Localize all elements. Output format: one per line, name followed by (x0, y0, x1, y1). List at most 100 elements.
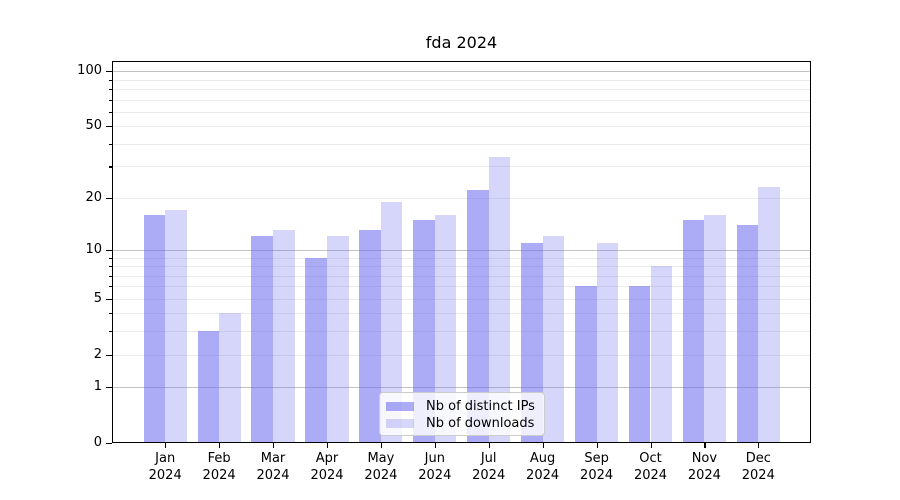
x-tick-mark (219, 443, 221, 448)
gridline-minor (112, 298, 811, 300)
y-tick-mark (106, 249, 112, 251)
legend-item-distinct-ips: Nb of distinct IPs (386, 398, 537, 414)
x-tick-label-dec: Dec 2024 (741, 451, 775, 483)
y-tick-mark-minor (109, 313, 112, 315)
bar-downloads-feb (219, 313, 241, 443)
x-tick-mark (165, 443, 167, 448)
bar-distinct-ips-apr (305, 257, 327, 443)
legend-item-downloads: Nb of downloads (386, 415, 537, 431)
x-tick-mark (542, 443, 544, 448)
y-tick-mark-minor (109, 266, 112, 268)
bar-downloads-nov (704, 214, 726, 443)
bar-downloads-jun (434, 214, 457, 443)
bar-downloads-may (380, 201, 403, 443)
x-tick-mark (596, 443, 598, 448)
bar-downloads-mar (273, 230, 295, 443)
y-tick-mark-minor (109, 79, 112, 81)
bar-downloads-oct (650, 266, 673, 443)
y-tick-mark-minor (109, 286, 112, 288)
gridline-minor (112, 166, 811, 168)
legend-swatch-distinct-ips (386, 401, 414, 411)
y-tick-label-50: 50 (85, 118, 102, 134)
y-tick-mark-minor (109, 298, 112, 300)
x-tick-mark (704, 443, 706, 448)
y-tick-mark-minor (109, 111, 112, 113)
plot-area (112, 61, 811, 443)
gridline-minor (112, 257, 811, 259)
y-tick-mark-minor (109, 99, 112, 101)
y-tick-mark-minor (109, 354, 112, 356)
y-tick-mark-minor (109, 257, 112, 259)
x-tick-mark (327, 443, 329, 448)
gridline-minor (112, 126, 811, 128)
y-tick-label-100: 100 (77, 63, 102, 79)
bar-downloads-jul (488, 156, 511, 443)
y-tick-mark-minor (109, 166, 112, 168)
bar-distinct-ips-jul (467, 190, 489, 443)
bar-downloads-dec (758, 187, 780, 443)
bar-distinct-ips-may (359, 230, 381, 443)
gridline-minor (112, 197, 811, 199)
x-tick-mark (758, 443, 760, 448)
y-tick-mark-minor (109, 275, 112, 277)
x-tick-label-nov: Nov 2024 (687, 451, 721, 483)
bar-distinct-ips-jun (413, 219, 435, 443)
bar-distinct-ips-feb (197, 331, 220, 443)
x-tick-mark (650, 443, 652, 448)
bar-downloads-sep (596, 242, 619, 443)
gridline-minor (112, 79, 811, 81)
gridline-minor (112, 286, 811, 288)
chart-title: fda 2024 (425, 33, 498, 52)
gridline-minor (112, 111, 811, 113)
y-tick-mark-minor (109, 197, 112, 199)
bar-distinct-ips-mar (251, 236, 273, 443)
gridline-minor (112, 331, 811, 333)
gridline-minor (112, 266, 811, 267)
x-tick-mark (434, 443, 436, 448)
bar-downloads-aug (542, 236, 565, 443)
legend: Nb of distinct IPs Nb of downloads (379, 392, 545, 436)
bar-distinct-ips-jan (143, 214, 166, 443)
legend-label-distinct-ips: Nb of distinct IPs (426, 398, 535, 414)
y-tick-label-0: 0 (93, 435, 102, 450)
y-tick-mark (106, 71, 112, 73)
x-tick-label-sep: Sep 2024 (580, 451, 614, 483)
x-tick-label-jul: Jul 2024 (472, 451, 506, 483)
gridline-minor (112, 313, 811, 315)
x-tick-label-mar: Mar 2024 (256, 451, 290, 483)
x-tick-label-aug: Aug 2024 (526, 451, 560, 483)
x-tick-label-oct: Oct 2024 (633, 451, 668, 483)
gridline-major (112, 71, 811, 73)
y-tick-label-5: 5 (93, 290, 102, 306)
gridline-minor (112, 143, 811, 145)
x-tick-label-jun: Jun 2024 (418, 451, 452, 483)
y-tick-mark-minor (109, 331, 112, 333)
bar-distinct-ips-dec (736, 224, 759, 443)
y-tick-mark (106, 443, 112, 445)
y-tick-mark (106, 387, 112, 389)
gridline-major (112, 249, 811, 251)
legend-swatch-downloads (386, 418, 414, 428)
y-tick-label-1: 1 (93, 379, 102, 395)
y-tick-label-2: 2 (93, 346, 102, 362)
y-tick-mark-minor (109, 126, 112, 128)
gridline-minor (112, 99, 811, 101)
bar-distinct-ips-nov (682, 219, 705, 443)
x-tick-label-apr: Apr 2024 (310, 451, 344, 483)
legend-label-downloads: Nb of downloads (426, 415, 535, 431)
x-tick-label-feb: Feb 2024 (202, 451, 236, 483)
x-tick-label-may: May 2024 (364, 451, 398, 483)
bar-downloads-apr (327, 236, 349, 443)
x-tick-mark (380, 443, 383, 448)
x-tick-mark (488, 443, 490, 448)
gridline-minor (112, 89, 811, 90)
bar-distinct-ips-sep (575, 286, 597, 443)
x-tick-mark (273, 443, 275, 448)
x-tick-label-jan: Jan 2024 (148, 451, 182, 483)
bar-downloads-jan (165, 210, 187, 443)
y-tick-mark-minor (109, 89, 112, 91)
y-tick-label-10: 10 (85, 241, 102, 257)
y-tick-mark-minor (109, 143, 112, 145)
gridline-minor (112, 275, 811, 277)
y-tick-label-20: 20 (85, 189, 102, 205)
